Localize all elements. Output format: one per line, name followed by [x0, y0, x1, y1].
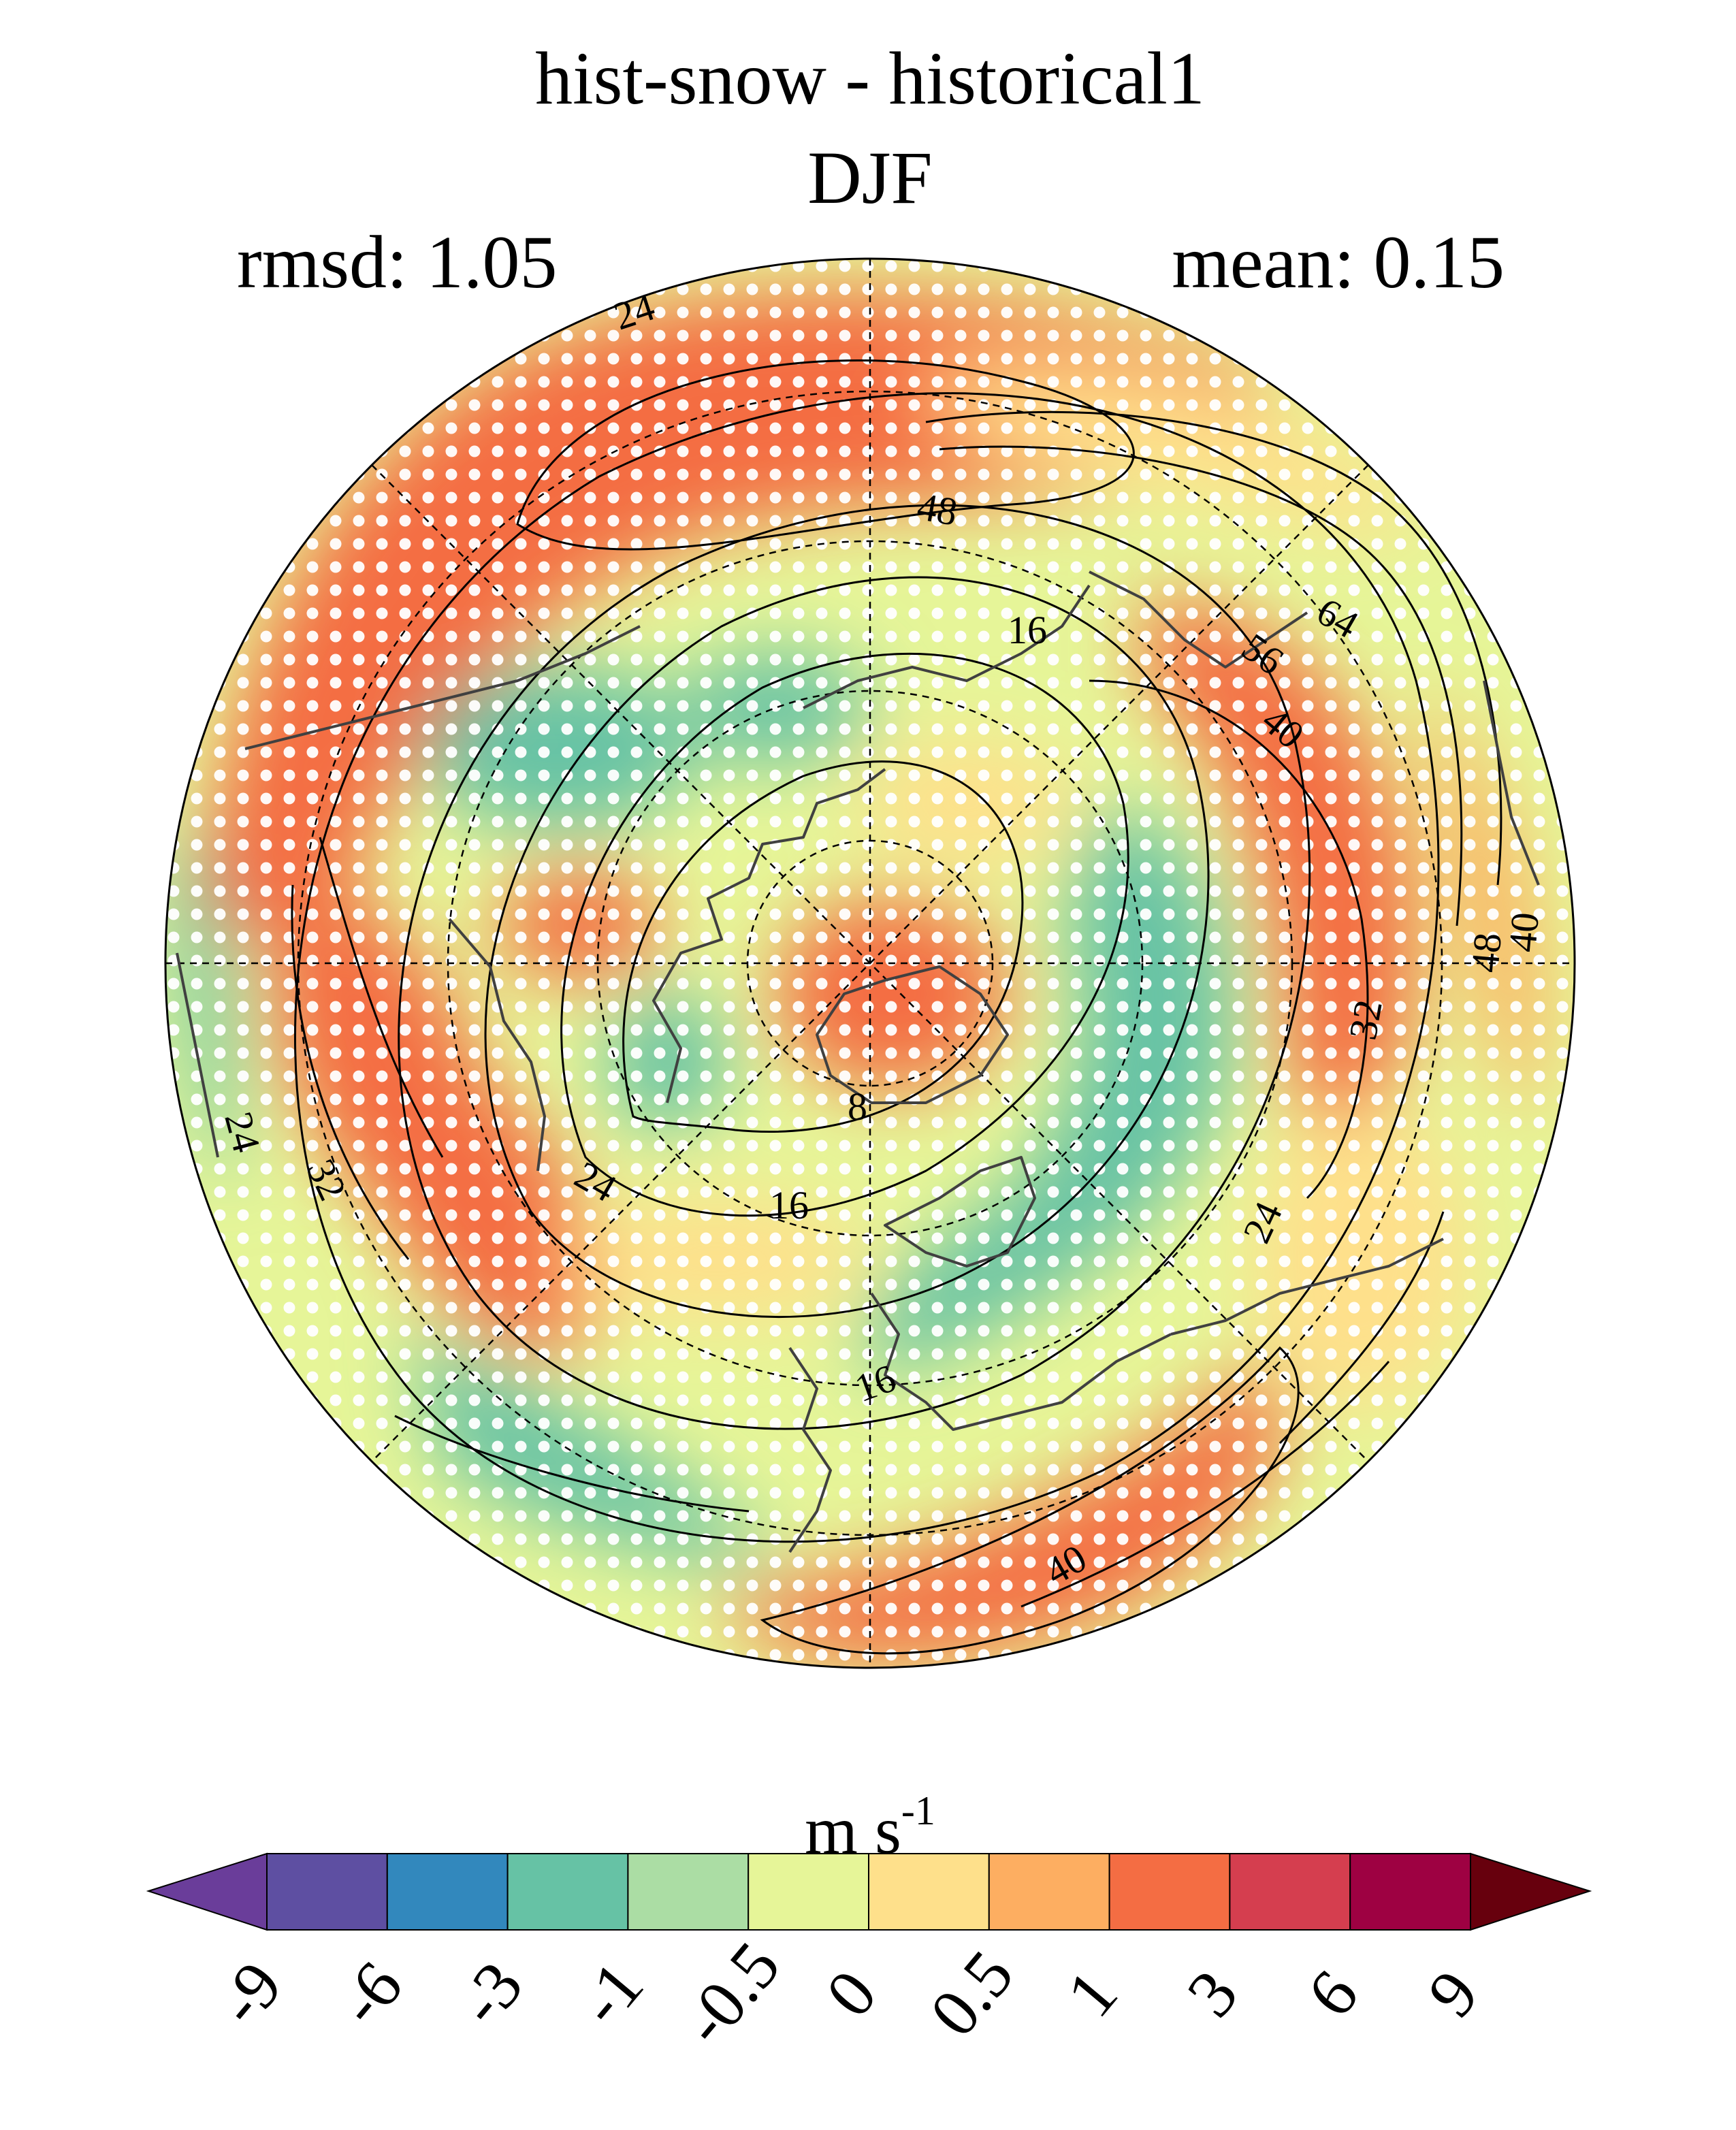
colorbar-box — [627, 1853, 750, 1931]
colorbar-over-triangle — [1470, 1852, 1592, 1931]
contour-label: 48 — [914, 484, 961, 534]
colorbar-tick-label: 0.5 — [915, 1937, 1027, 2050]
colorbar-tick-label: -3 — [443, 1948, 538, 2039]
colorbar-tick-label: 3 — [1172, 1956, 1252, 2031]
mean-stat: mean: 0.15 — [1172, 221, 1505, 304]
colorbar-tick-label: -1 — [563, 1948, 658, 2039]
colorbar-tick-label: 9 — [1413, 1956, 1493, 2031]
colorbar-tick-label: -9 — [202, 1948, 297, 2039]
colorbar-box — [1229, 1853, 1351, 1931]
colorbar-box — [748, 1853, 869, 1931]
contour-label: 32 — [1340, 997, 1391, 1043]
plot-subtitle-season: DJF — [807, 136, 932, 219]
colorbar-tick-label: -6 — [323, 1948, 417, 2039]
contour-label: 16 — [1008, 608, 1047, 652]
contour-label: 8 — [848, 1084, 867, 1129]
units-exponent: -1 — [901, 1788, 935, 1833]
colorbar-box — [266, 1853, 388, 1931]
contour-label: 16 — [769, 1183, 809, 1227]
colorbar-tick-label: -0.5 — [667, 1928, 794, 2059]
colorbar-tick-labels: -9 -6 -3 -1 -0.5 0 0.5 1 3 6 9 — [202, 1928, 1493, 2059]
colorbar-under-triangle — [146, 1852, 268, 1931]
colorbar: -9 -6 -3 -1 -0.5 0 0.5 1 3 6 9 — [146, 1852, 1592, 2059]
rmsd-stat: rmsd: 1.05 — [237, 221, 558, 304]
colorbar-box — [868, 1853, 990, 1931]
contour-label: 40 — [1500, 911, 1547, 954]
plot-title: hist-snow - historical1 — [535, 37, 1205, 120]
polar-map: 24 48 16 64 56 40 32 48 40 8 24 32 24 16… — [164, 257, 1576, 1669]
map-boundary — [164, 257, 1576, 1669]
contour-label: 48 — [1462, 931, 1510, 974]
graticule — [165, 259, 1575, 1668]
colorbar-box — [507, 1853, 629, 1931]
coastlines — [176, 570, 1540, 1553]
colorbar-box — [988, 1853, 1110, 1931]
colorbar-boxes — [266, 1853, 1471, 1931]
colorbar-box — [1349, 1853, 1471, 1931]
wind-contours — [291, 359, 1502, 1655]
colorbar-tick-label: 6 — [1293, 1956, 1372, 2031]
colorbar-tick-label: 0 — [811, 1956, 891, 2031]
colorbar-box — [386, 1853, 509, 1931]
colorbar-tick-label: 1 — [1052, 1956, 1131, 2031]
colorbar-box — [1108, 1853, 1231, 1931]
